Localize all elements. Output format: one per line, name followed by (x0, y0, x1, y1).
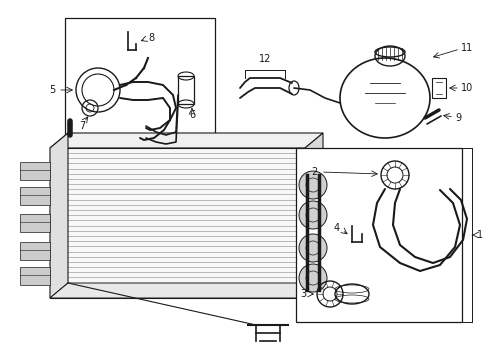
Bar (334, 284, 368, 304)
Polygon shape (50, 283, 323, 298)
Bar (20, 187, 50, 205)
Bar (178, 76, 194, 104)
Bar (20, 214, 50, 232)
Circle shape (298, 201, 326, 229)
Text: 9: 9 (454, 113, 460, 123)
Text: 8: 8 (148, 33, 154, 43)
Text: 6: 6 (188, 110, 195, 120)
Polygon shape (50, 133, 323, 148)
Bar (20, 267, 50, 285)
Text: 11: 11 (460, 43, 472, 53)
Bar (20, 162, 50, 180)
Text: 10: 10 (460, 83, 472, 93)
Text: 12: 12 (258, 54, 271, 64)
Text: 5: 5 (49, 85, 55, 95)
Polygon shape (50, 148, 305, 298)
Text: 7: 7 (79, 121, 85, 131)
Polygon shape (50, 133, 68, 298)
Text: 2: 2 (311, 167, 317, 177)
Text: 4: 4 (333, 223, 339, 233)
Text: 1: 1 (476, 230, 482, 240)
Circle shape (298, 171, 326, 199)
Bar (20, 242, 50, 260)
Bar (431, 78, 445, 98)
Circle shape (298, 234, 326, 262)
Text: 3: 3 (299, 289, 305, 299)
Polygon shape (305, 133, 323, 298)
Circle shape (298, 264, 326, 292)
Bar (65, 18, 215, 148)
Bar (295, 148, 461, 322)
